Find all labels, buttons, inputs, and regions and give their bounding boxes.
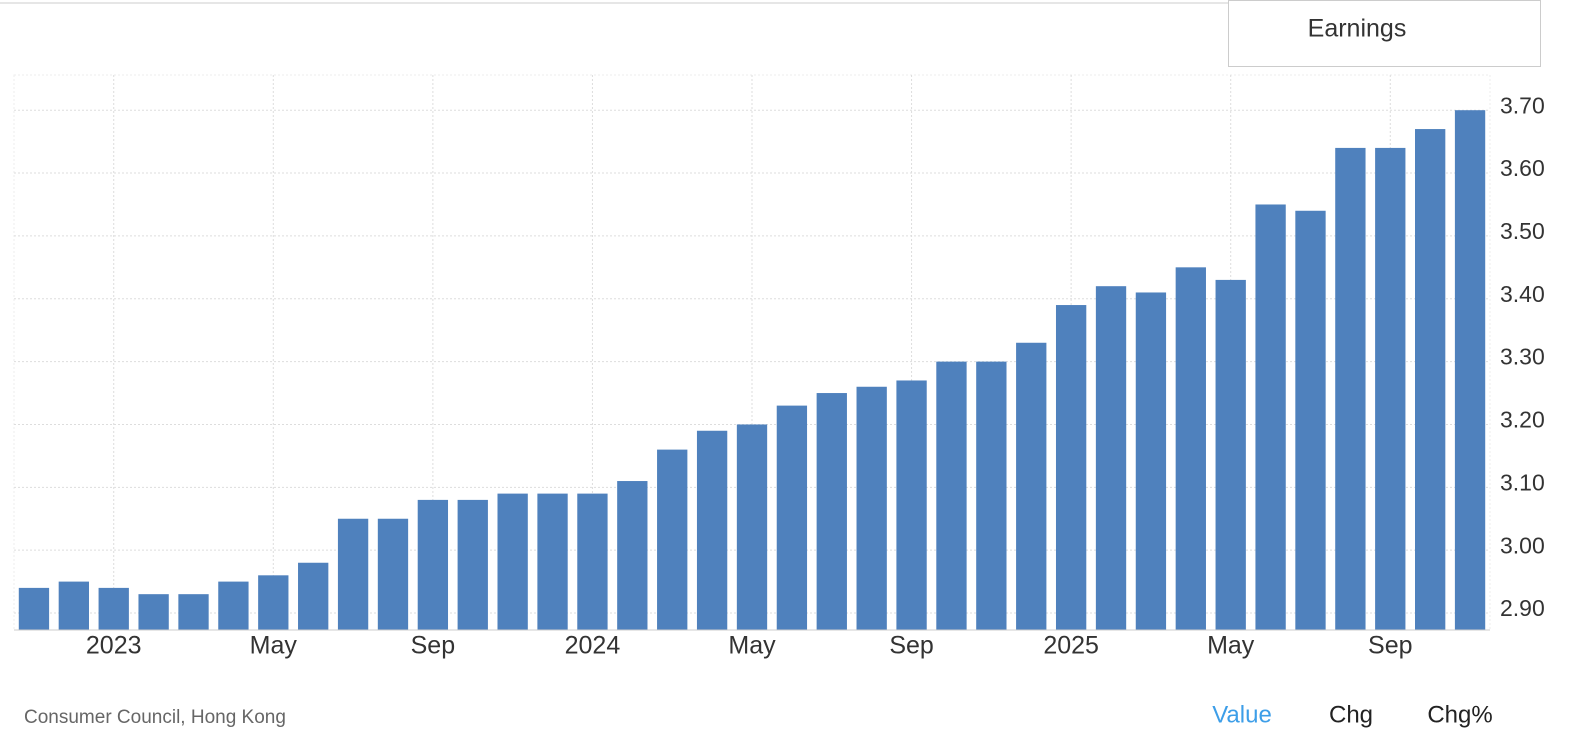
x-tick-label: May: [728, 632, 776, 660]
y-tick-label: 3.60: [1500, 155, 1545, 181]
bar: [776, 405, 808, 630]
bar: [497, 493, 528, 630]
source: Consumer Council, Hong Kong: [24, 707, 286, 728]
bar: [258, 575, 289, 630]
bar: [1215, 279, 1246, 630]
bar: [537, 493, 568, 630]
bar: [896, 380, 927, 630]
x-tick-label: 2024: [565, 632, 621, 660]
button-label[interactable]: Earnings: [1308, 15, 1407, 43]
bar: [298, 562, 329, 630]
bar: [377, 518, 409, 630]
y-tick-label: 3.40: [1500, 281, 1545, 307]
y-tick-label: 3.10: [1500, 469, 1545, 495]
bar: [816, 393, 847, 630]
bar: [577, 493, 608, 630]
bar: [1175, 267, 1206, 630]
bar: [1454, 110, 1486, 631]
y-tick-label: 3.20: [1500, 407, 1545, 433]
x-tick-label: Sep: [411, 632, 455, 660]
bar: [657, 449, 688, 630]
x-tick-label: 2025: [1043, 632, 1099, 660]
bar: [1375, 147, 1406, 631]
x-tick-label: Sep: [889, 632, 933, 660]
bar: [736, 424, 768, 630]
bar: [337, 518, 369, 630]
y-tick-label: 3.30: [1500, 344, 1545, 370]
bar: [1016, 342, 1047, 630]
bar: [178, 594, 209, 630]
plot: 2.90 3.00 3.10 3.20 3.30 3.40 3.50 3.60 3.70 2023…: [13, 74, 1545, 660]
bar: [457, 499, 488, 630]
tab[interactable]: Value: [1212, 701, 1272, 728]
tab[interactable]: Chg%: [1427, 701, 1492, 728]
bar: [218, 581, 249, 630]
tabs: Value Chg Chg%: [1212, 701, 1492, 728]
y-tick-label: 2.90: [1500, 595, 1545, 621]
bar: [58, 581, 89, 630]
bar: [1135, 292, 1167, 630]
bar: [98, 587, 129, 630]
bar: [1095, 286, 1127, 630]
earnings-button[interactable]: [1228, 0, 1541, 67]
x-tick-label: May: [1207, 632, 1255, 660]
bar: [1255, 204, 1286, 630]
bar: [856, 386, 887, 630]
bar: [1055, 305, 1087, 630]
y-tick-label: 3.00: [1500, 532, 1545, 558]
x-tick-label: 2023: [86, 632, 142, 660]
bar: [417, 499, 449, 630]
bar: [18, 587, 50, 630]
bar: [936, 361, 967, 630]
bar: [1335, 147, 1366, 631]
bar: [976, 361, 1007, 630]
bar: [138, 594, 169, 630]
x-tick-label: May: [250, 632, 298, 660]
x-tick-label: Sep: [1368, 632, 1412, 660]
bar: [696, 430, 728, 630]
bar: [617, 481, 648, 630]
bar: [1295, 210, 1326, 630]
y-tick-label: 3.50: [1500, 218, 1545, 244]
tab[interactable]: Chg: [1329, 701, 1373, 728]
y-tick-label: 3.70: [1500, 92, 1545, 118]
bar: [1415, 129, 1446, 630]
